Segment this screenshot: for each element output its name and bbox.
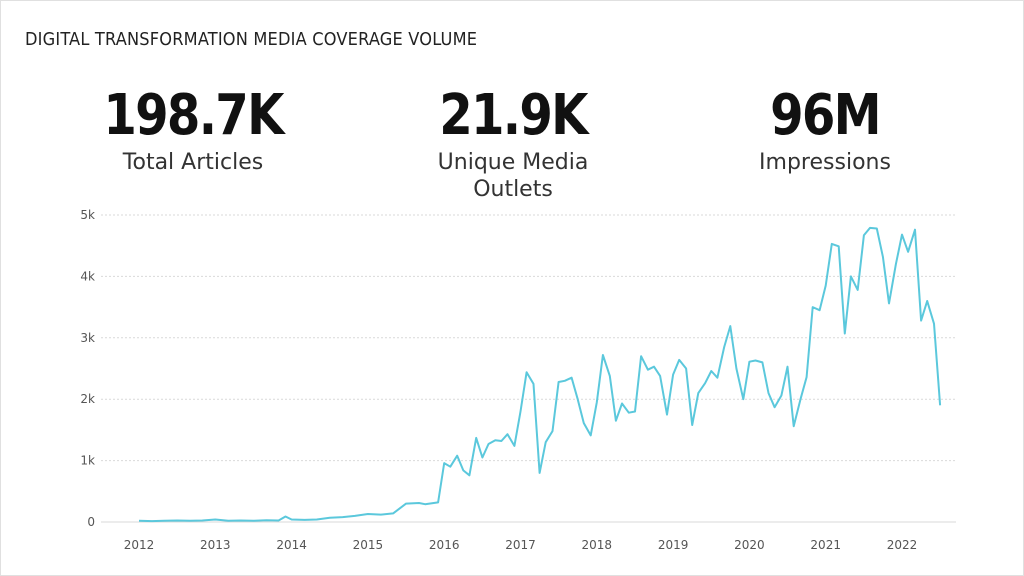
kpi-value: 198.7K xyxy=(103,83,284,148)
y-tick-label: 0 xyxy=(87,515,95,529)
y-tick-label: 1k xyxy=(80,454,95,468)
kpi-value: 21.9K xyxy=(439,83,588,148)
x-tick-label: 2016 xyxy=(429,538,460,552)
x-tick-label: 2014 xyxy=(276,538,307,552)
kpi-label: Unique Media Outlets xyxy=(437,150,589,202)
y-tick-label: 2k xyxy=(80,392,95,406)
kpi-value: 96M xyxy=(770,83,882,148)
x-tick-label: 2018 xyxy=(582,538,613,552)
x-tick-label: 2022 xyxy=(887,538,918,552)
kpi-label: Impressions xyxy=(759,150,891,175)
y-tick-label: 5k xyxy=(80,208,95,222)
chart-title: DIGITAL TRANSFORMATION MEDIA COVERAGE VO… xyxy=(25,29,478,50)
series-line-articles xyxy=(138,226,942,523)
x-tick-label: 2013 xyxy=(200,538,231,552)
x-tick-label: 2021 xyxy=(810,538,841,552)
y-tick-label: 3k xyxy=(80,331,95,345)
kpi-unique-media-outlets: 21.9K Unique Media Outlets xyxy=(393,83,633,203)
y-tick-label: 4k xyxy=(80,269,95,283)
x-axis: 2012 2013 2014 2015 2016 2017 2018 2019 2020 2021… xyxy=(124,538,918,552)
x-tick-label: 2019 xyxy=(658,538,689,552)
series-layer xyxy=(138,226,942,523)
x-tick-label: 2020 xyxy=(734,538,765,552)
y-axis: 0 1k 2k 3k 4k 5k xyxy=(80,208,95,529)
kpi-impressions: 96M Impressions xyxy=(705,83,945,176)
x-tick-label: 2017 xyxy=(505,538,536,552)
x-tick-label: 2012 xyxy=(124,538,155,552)
kpi-label: Total Articles xyxy=(122,150,264,175)
gridlines xyxy=(101,214,956,523)
kpi-total-articles: 198.7K Total Articles xyxy=(73,83,313,176)
x-tick-label: 2015 xyxy=(353,538,384,552)
